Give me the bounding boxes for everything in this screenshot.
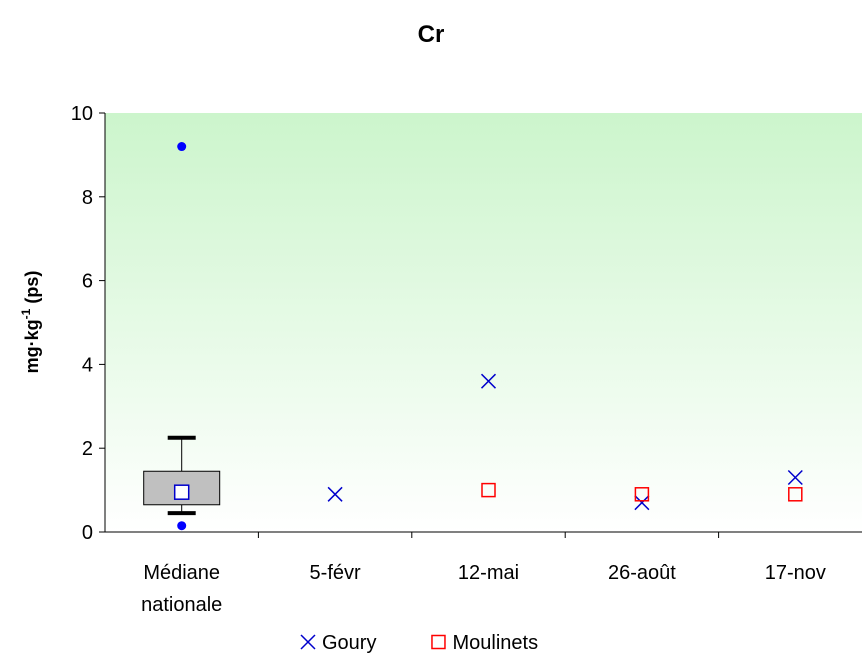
marker-square <box>634 487 650 502</box>
y-label-suffix: (ps) <box>22 271 42 309</box>
x-tick-label: 12-mai <box>458 562 519 584</box>
outlier <box>177 142 187 152</box>
marker-x <box>300 634 316 650</box>
y-tick-label: 4 <box>82 354 93 376</box>
marker-x <box>480 373 497 389</box>
y-tick-label: 6 <box>82 271 93 293</box>
marker-square <box>481 482 496 498</box>
plot-area <box>105 113 862 532</box>
x-tick-label: Médiane nationale <box>141 562 222 616</box>
marker-x <box>327 486 343 502</box>
x-tick-label: 5-févr <box>310 562 361 584</box>
legend-label: Goury <box>322 632 376 654</box>
y-label-text: mg·kg <box>22 319 42 373</box>
marker-x <box>634 495 650 511</box>
x-tick-label: 17-nov <box>765 562 826 584</box>
median-marker <box>173 484 190 500</box>
y-axis-label: mg·kg-1 (ps) <box>19 271 42 374</box>
marker-square <box>788 487 803 502</box>
x-tick-label: 26-août <box>608 562 676 584</box>
marker-square <box>431 634 446 650</box>
y-label-sup: -1 <box>19 308 33 319</box>
chart-title: Cr <box>418 21 445 48</box>
y-tick-label: 10 <box>71 103 93 125</box>
y-tick-label: 2 <box>82 438 93 460</box>
y-tick-label: 0 <box>82 522 93 544</box>
outlier <box>177 521 187 531</box>
y-tick-label: 8 <box>82 187 93 209</box>
marker-x <box>787 469 803 486</box>
legend-label: Moulinets <box>452 632 538 654</box>
